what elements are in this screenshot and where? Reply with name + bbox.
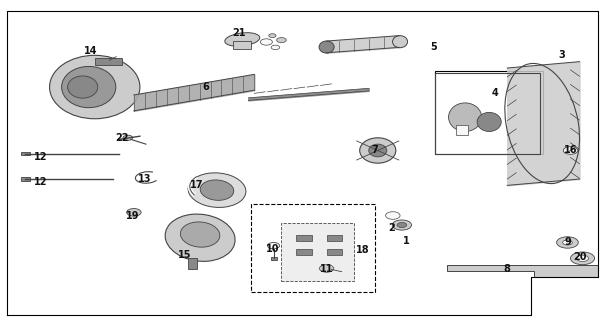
Text: 8: 8 [504, 264, 511, 275]
Text: 6: 6 [203, 82, 209, 92]
Text: 18: 18 [356, 245, 370, 255]
Bar [327, 235, 342, 241]
Ellipse shape [50, 55, 140, 119]
Bar [296, 250, 312, 255]
Circle shape [571, 252, 595, 265]
Bar [251, 204, 374, 292]
Text: 21: 21 [232, 28, 246, 38]
Text: 14: 14 [83, 45, 97, 56]
Text: 12: 12 [34, 152, 47, 162]
Text: 15: 15 [178, 250, 192, 260]
Text: 1: 1 [403, 236, 410, 246]
Ellipse shape [319, 41, 334, 53]
Bar [95, 59, 122, 65]
Bar [21, 152, 30, 155]
Text: 19: 19 [126, 211, 139, 220]
Bar [234, 41, 251, 49]
Text: 22: 22 [115, 133, 129, 143]
Circle shape [123, 135, 132, 140]
Circle shape [271, 45, 280, 50]
Ellipse shape [165, 214, 235, 261]
Text: 16: 16 [564, 146, 577, 156]
Bar [456, 125, 468, 135]
Circle shape [563, 240, 572, 245]
Ellipse shape [62, 67, 116, 108]
Bar [435, 71, 543, 154]
Circle shape [126, 209, 141, 216]
Bar [435, 73, 540, 154]
Ellipse shape [477, 112, 501, 132]
Text: 9: 9 [564, 237, 571, 247]
Bar [270, 257, 276, 260]
Circle shape [385, 212, 400, 219]
Ellipse shape [360, 138, 396, 163]
Polygon shape [447, 265, 598, 277]
Bar [327, 250, 342, 255]
Bar [188, 258, 197, 269]
Bar [21, 178, 30, 180]
Circle shape [276, 37, 286, 43]
Circle shape [269, 34, 276, 37]
Text: 17: 17 [191, 180, 204, 190]
Ellipse shape [200, 180, 234, 200]
Ellipse shape [188, 173, 246, 207]
Bar [296, 235, 312, 241]
Circle shape [267, 243, 280, 249]
Ellipse shape [180, 222, 220, 247]
Text: 4: 4 [492, 88, 499, 98]
Circle shape [557, 237, 578, 248]
Ellipse shape [393, 36, 408, 48]
Ellipse shape [368, 144, 387, 157]
Ellipse shape [225, 33, 260, 46]
Text: 7: 7 [371, 146, 378, 156]
Circle shape [260, 39, 272, 45]
Ellipse shape [68, 76, 98, 98]
Text: 20: 20 [573, 252, 586, 262]
Text: 13: 13 [138, 174, 151, 184]
Text: 2: 2 [388, 223, 395, 233]
Circle shape [563, 147, 578, 154]
Circle shape [397, 222, 407, 228]
Text: 3: 3 [558, 50, 565, 60]
Text: 12: 12 [34, 177, 47, 187]
Ellipse shape [448, 103, 482, 132]
Text: 10: 10 [266, 244, 279, 254]
Circle shape [577, 255, 589, 261]
Circle shape [392, 220, 411, 230]
Circle shape [319, 265, 334, 272]
Text: 5: 5 [430, 42, 437, 52]
Bar [281, 223, 354, 281]
Text: 11: 11 [320, 264, 333, 275]
